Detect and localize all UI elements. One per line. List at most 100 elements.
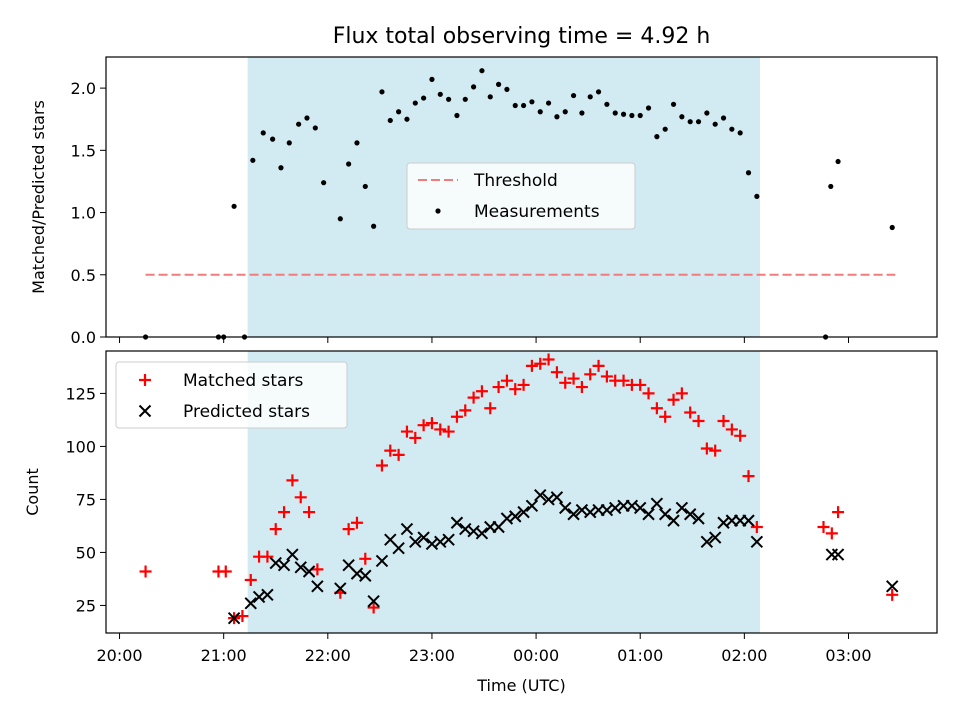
matched-stars-point [492,381,505,394]
x-tick-label: 21:00 [201,646,247,665]
legend-threshold-label: Threshold [473,171,558,191]
measurement-point [446,96,452,102]
measurement-point [346,161,352,167]
measurement-point [695,119,702,125]
matched-stars-point [219,565,232,578]
matched-stars-point [542,353,555,366]
measurement-point [529,99,535,105]
chart-title: Flux total observing time = 4.92 h [333,24,711,49]
x-tick-label: 01:00 [617,646,663,665]
predicted-stars-point [886,580,899,593]
matched-stars-point [417,419,430,432]
measurement-point [371,223,377,229]
legend-predicted-label: Predicted stars [183,402,310,422]
predicted-stars-point [634,501,647,515]
matched-stars-point [442,425,455,438]
measurement-point [604,101,610,107]
matched-stars-point [509,383,522,396]
matched-stars-point [675,387,688,400]
matched-stars-point [517,378,530,391]
legend-box [115,361,348,429]
matched-stars-point [575,381,588,394]
measurement-point [286,140,292,146]
measurement-point [562,109,568,115]
predicted-stars-point [831,548,845,561]
predicted-stars-point [417,531,430,544]
matched-stars-point [375,459,388,472]
predicted-stars-point [244,597,257,610]
predicted-stars-point [675,501,689,515]
matched-stars-point [886,588,899,601]
matched-stars-point [500,374,513,387]
measurement-point [645,105,652,111]
matched-stars-point [567,372,580,385]
matched-stars-point [139,565,152,578]
measurement-point [670,101,677,107]
ratio-y-axis-label: Matched/Predicted stars [29,100,48,294]
measurement-point [495,81,502,87]
predicted-stars-point [667,514,680,527]
measurement-point [754,193,760,199]
matched-stars-point [425,417,438,430]
matched-stars-point [261,550,274,563]
x-axis-label: Time (UTC) [476,676,565,695]
predicted-stars-point [450,516,464,529]
predicted-stars-point [367,594,380,608]
measurement-point [304,115,310,121]
matched-stars-point [244,573,257,586]
predicted-stars-point [534,488,547,502]
matched-stars-point [684,406,697,419]
predicted-stars-point [277,558,291,572]
matched-stars-point [659,410,672,423]
count-y-tick-label: 50 [76,543,96,562]
predicted-stars-point [642,508,655,521]
measurement-point [504,86,510,92]
predicted-stars-point [509,510,522,523]
count-axes-frame [105,350,938,634]
measurement-point [421,95,427,101]
predicted-stars-point [294,561,307,574]
measurement-point [250,157,256,163]
predicted-stars-series [227,488,899,625]
measurement-point [231,203,237,209]
predicted-stars-point [392,541,405,555]
measurement-point [579,110,585,116]
predicted-stars-point [559,501,572,515]
predicted-stars-point [311,580,324,593]
matched-stars-point [750,520,763,533]
matched-stars-point [734,429,747,442]
ratio-y-tick-label: 0.5 [71,266,96,285]
count-panel: 25 50 75 100 125 Count 20:00 21:00 22:00 23:00 00:… [23,350,938,665]
predicted-stars-point [567,508,580,521]
predicted-stars-point [334,582,347,595]
measurement-point [429,76,435,82]
predicted-stars-point [227,611,241,625]
x-tick-label: 03:00 [825,646,871,665]
matched-stars-point [311,563,324,576]
matched-stars-point [475,385,488,398]
matched-stars-point [303,506,316,519]
legend-matched-marker [139,374,151,386]
measurement-point [354,140,360,146]
measurement-point [362,183,368,190]
matched-stars-point [832,506,845,519]
matched-stars-point [409,431,422,444]
matched-stars-point [342,523,355,536]
ratio-panel: 0.0 0.5 1.0 1.5 2.0 Matched/Predicted stars Th… [29,56,938,347]
matched-stars-point [484,402,497,415]
measurement-point [654,134,660,140]
matched-stars-point [709,444,722,457]
predicted-stars-point [650,497,664,510]
predicted-stars-point [525,499,539,512]
ratio-y-tick-label: 1.5 [71,141,96,160]
measurement-point [587,94,593,100]
predicted-stars-point [742,514,755,527]
matched-stars-point [642,387,655,400]
count-y-tick-label: 25 [76,596,96,615]
measurement-point [720,115,727,121]
matched-stars-point [559,376,572,389]
measurement-point [612,110,618,116]
matched-stars-point [692,414,705,427]
matched-stars-point [359,552,372,565]
